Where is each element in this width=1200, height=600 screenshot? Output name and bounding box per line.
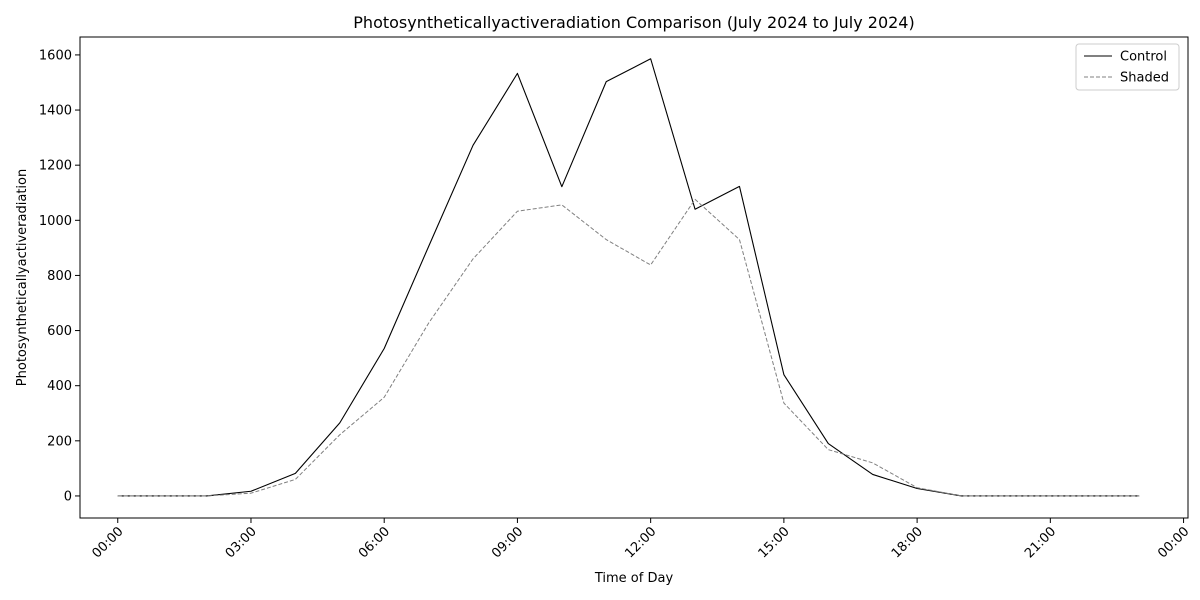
y-tick-label: 1200 — [39, 159, 72, 174]
y-tick-label: 600 — [47, 324, 72, 339]
y-tick-label: 1000 — [39, 214, 72, 229]
x-tick-label: 00:00 — [1155, 524, 1192, 561]
y-tick-label: 800 — [47, 269, 72, 284]
y-tick-label: 200 — [47, 434, 72, 449]
legend: Control Shaded — [1075, 43, 1180, 91]
y-tick-label: 1400 — [39, 104, 72, 119]
y-axis: 0 200 400 600 800 1000 1200 1400 1600 — [39, 48, 80, 504]
series-line-shaded — [117, 198, 1140, 497]
x-tick-label: 06:00 — [356, 524, 393, 561]
y-tick-label: 1600 — [39, 48, 72, 63]
x-tick-label: 09:00 — [489, 524, 526, 561]
y-axis-title: Photosyntheticallyactiveradiation — [15, 169, 30, 386]
chart-title: Photosyntheticallyactiveradiation Compar… — [353, 13, 914, 32]
x-tick-label: 21:00 — [1022, 524, 1059, 561]
x-tick-label: 00:00 — [89, 524, 126, 561]
x-tick-label: 15:00 — [756, 524, 793, 561]
x-axis: 00:00 03:00 06:00 09:00 12:00 15:00 18:00 21:00… — [89, 518, 1192, 561]
legend-label-shaded: Shaded — [1120, 71, 1169, 86]
y-tick-label: 400 — [47, 379, 72, 394]
series-layer — [117, 58, 1140, 497]
x-tick-label: 12:00 — [622, 524, 659, 561]
x-tick-label: 18:00 — [889, 524, 926, 561]
x-axis-title: Time of Day — [594, 571, 674, 586]
legend-label-control: Control — [1120, 50, 1167, 65]
x-tick-label: 03:00 — [223, 524, 260, 561]
y-tick-label: 0 — [64, 489, 72, 504]
series-line-control — [117, 58, 1140, 497]
plot-area-frame — [79, 36, 1189, 519]
